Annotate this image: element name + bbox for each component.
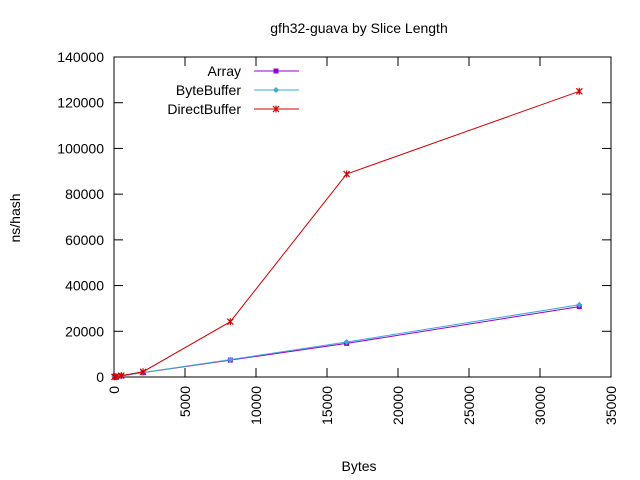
- y-tick-label: 20000: [65, 323, 104, 339]
- x-tick-label: 0: [106, 386, 122, 394]
- plot-axes: [113, 56, 612, 378]
- x-tick-label: 20000: [390, 386, 406, 425]
- legend: Array ByteBuffer DirectBuffer: [167, 63, 299, 117]
- x-tick-label: 5000: [177, 386, 193, 417]
- x-axis-label: Bytes: [341, 458, 376, 474]
- series-directbuffer: [111, 87, 583, 381]
- legend-label-array: Array: [208, 63, 241, 79]
- y-tick-label: 120000: [57, 95, 104, 111]
- y-tick-label: 140000: [57, 49, 104, 65]
- data-point: [273, 87, 279, 93]
- data-point: [117, 372, 125, 380]
- y-axis-label: ns/hash: [7, 193, 23, 242]
- x-tick-label: 30000: [532, 386, 548, 425]
- data-point: [272, 105, 280, 113]
- y-tick-label: 60000: [65, 232, 104, 248]
- data-point: [343, 170, 351, 178]
- x-tick-label: 10000: [248, 386, 264, 425]
- data-point: [226, 318, 234, 326]
- series-layer: [111, 87, 583, 381]
- data-point: [139, 368, 147, 376]
- data-point: [273, 68, 279, 74]
- x-tick-label: 15000: [319, 386, 335, 425]
- x-tick-label: 35000: [603, 386, 619, 425]
- data-point: [343, 339, 350, 346]
- y-tick-label: 0: [96, 369, 104, 385]
- data-point: [227, 356, 234, 363]
- data-point: [575, 87, 583, 95]
- y-tick-label: 80000: [65, 186, 104, 202]
- series-line-directbuffer: [114, 90, 580, 378]
- y-tick-label: 100000: [57, 140, 104, 156]
- data-point: [112, 373, 120, 381]
- chart-title: gfh32-guava by Slice Length: [270, 20, 447, 36]
- plot-frame: [113, 56, 612, 378]
- y-tick-label: 40000: [65, 278, 104, 294]
- x-tick-label: 25000: [461, 386, 477, 425]
- legend-label-bytebuffer: ByteBuffer: [176, 82, 241, 98]
- series-bytebuffer: [111, 301, 583, 380]
- axis-ticks: 0 20000 40000 60000 80000 100000 120000 140000 0…: [57, 49, 619, 425]
- legend-label-directbuffer: DirectBuffer: [167, 101, 241, 117]
- data-point: [576, 301, 583, 308]
